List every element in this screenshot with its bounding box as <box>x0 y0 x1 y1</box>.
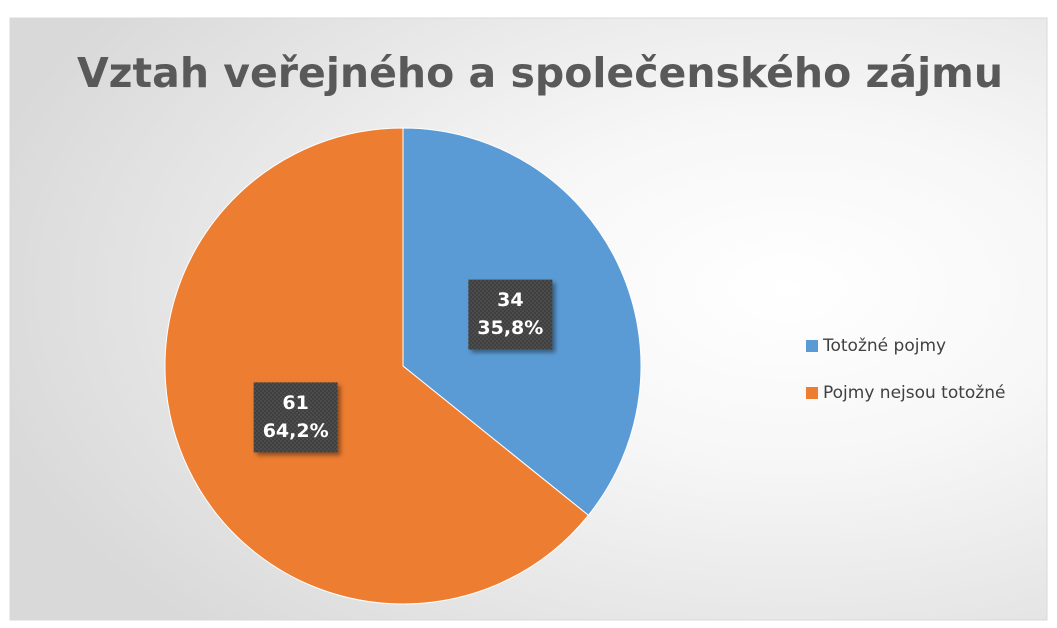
chart-title: Vztah veřejného a společenského zájmu <box>77 49 1003 97</box>
data-label-percent: 64,2% <box>263 420 329 442</box>
data-label-value: 34 <box>497 289 523 311</box>
data-label-percent: 35,8% <box>477 317 543 339</box>
data-label-box <box>253 382 338 453</box>
legend-label: Pojmy nejsou totožné <box>823 383 1005 403</box>
data-label-box <box>468 279 553 350</box>
pie-slice <box>164 127 590 605</box>
legend-swatch <box>806 340 818 352</box>
legend-swatch <box>806 387 818 399</box>
data-label-value: 61 <box>282 392 308 414</box>
legend-label: Totožné pojmy <box>822 336 946 356</box>
